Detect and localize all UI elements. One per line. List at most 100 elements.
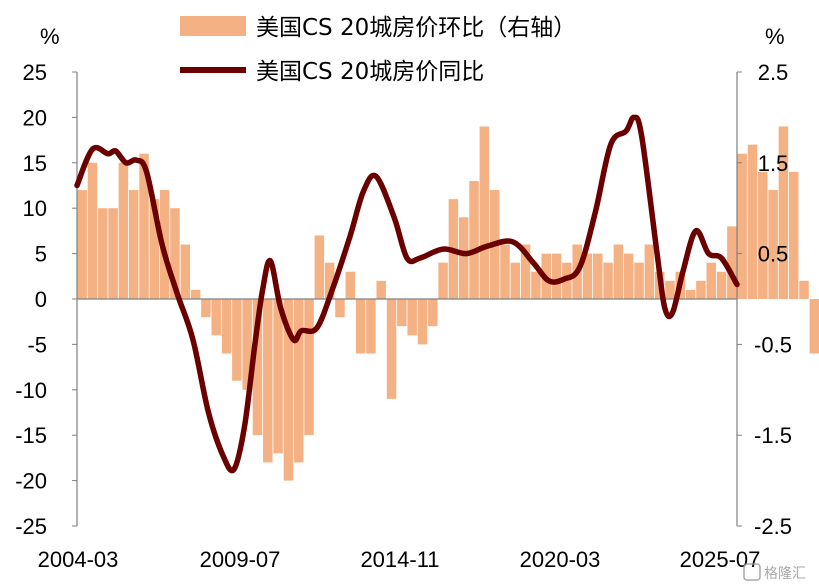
bar-series (77, 126, 819, 481)
bar (397, 299, 407, 327)
bar (366, 299, 376, 354)
bar (304, 299, 314, 436)
bar (77, 190, 87, 299)
left-axis-ticks: 25 20 15 10 5 0 -5 -10 -15 -20 -25 (15, 60, 47, 539)
bar (603, 262, 613, 299)
bar (716, 271, 727, 299)
bar (407, 299, 417, 336)
watermark-text: 格隆汇 (764, 566, 806, 582)
bar (593, 253, 603, 299)
bar (520, 244, 531, 299)
bar (531, 271, 541, 299)
watermark: 格隆汇 (743, 563, 806, 582)
left-tick-label: -20 (15, 469, 47, 494)
bar (98, 208, 108, 299)
bar (221, 299, 232, 354)
watermark-logo-icon (743, 563, 761, 581)
right-tick-label: 1.5 (758, 151, 789, 176)
bar (324, 262, 335, 299)
left-tick-label: 5 (35, 242, 47, 267)
legend-label-bar: 美国CS 20城房价环比（右轴） (256, 15, 576, 41)
bar (376, 280, 386, 299)
x-axis-ticks: 2004-03 2009-07 2014-11 2020-03 2025-07 (38, 547, 761, 572)
bar (758, 171, 768, 299)
bar (293, 299, 304, 463)
bar (696, 280, 706, 299)
bar (799, 280, 809, 299)
bar (128, 190, 139, 299)
bar (345, 271, 356, 299)
bar (613, 244, 624, 299)
right-axis-unit: % (765, 24, 785, 49)
bar (623, 253, 634, 299)
axes (72, 71, 742, 527)
bar (727, 226, 737, 299)
bar (551, 253, 562, 299)
bar (386, 299, 397, 399)
bar (180, 244, 191, 299)
bar (479, 126, 490, 299)
left-tick-label: -10 (15, 378, 47, 403)
left-tick-label: -25 (15, 514, 47, 539)
bar (768, 190, 778, 299)
bar (778, 126, 789, 299)
left-axis-unit: % (40, 24, 60, 49)
bar (706, 262, 716, 299)
right-tick-label: -2.5 (754, 514, 792, 539)
bar (149, 199, 160, 299)
bar (469, 180, 479, 299)
bar (644, 244, 655, 299)
right-tick-label: 2.5 (758, 60, 789, 85)
yoy-line (74, 114, 740, 474)
right-tick-label: -1.5 (754, 423, 792, 448)
right-axis-ticks: 2.5 1.5 0.5 -0.5 -1.5 -2.5 (754, 60, 792, 539)
bar (634, 262, 644, 299)
left-tick-label: 0 (35, 287, 47, 312)
bar (201, 299, 211, 318)
left-tick-label: -15 (15, 423, 47, 448)
bar (788, 171, 799, 299)
bar (458, 217, 469, 299)
bar (355, 299, 366, 354)
bar (809, 299, 819, 354)
x-tick-label: 2009-07 (200, 547, 281, 572)
bar (685, 289, 696, 299)
legend-label-line: 美国CS 20城房价同比 (256, 59, 484, 85)
bar (273, 299, 283, 454)
bar (87, 162, 98, 299)
bar (747, 144, 758, 299)
bar (500, 244, 510, 299)
bar (665, 280, 675, 299)
x-tick-label: 2014-11 (360, 547, 439, 572)
x-tick-label: 2025-07 (680, 547, 761, 572)
left-tick-label: 10 (23, 196, 47, 221)
left-tick-label: 25 (23, 60, 47, 85)
bar (108, 208, 118, 299)
x-tick-label: 2004-03 (38, 547, 119, 572)
bar (417, 299, 428, 345)
bar (232, 299, 242, 381)
bar (190, 289, 201, 299)
bar (252, 299, 263, 436)
bar (283, 299, 294, 481)
legend-swatch-bar (180, 16, 246, 36)
right-tick-label: -0.5 (754, 332, 792, 357)
x-tick-label: 2020-03 (520, 547, 601, 572)
bar (139, 153, 149, 299)
bar (242, 299, 252, 390)
bar (211, 299, 221, 336)
bar (428, 299, 438, 327)
bar (510, 262, 521, 299)
bar (582, 253, 593, 299)
bar (314, 235, 325, 299)
bar (170, 208, 180, 299)
left-tick-label: -5 (27, 332, 47, 357)
bar (263, 299, 273, 463)
bar (737, 153, 747, 299)
left-tick-label: 15 (23, 151, 47, 176)
line-series (74, 114, 740, 474)
right-tick-label: 0.5 (758, 242, 789, 267)
bar (335, 299, 345, 318)
legend: 美国CS 20城房价环比（右轴） 美国CS 20城房价同比 (180, 15, 576, 85)
